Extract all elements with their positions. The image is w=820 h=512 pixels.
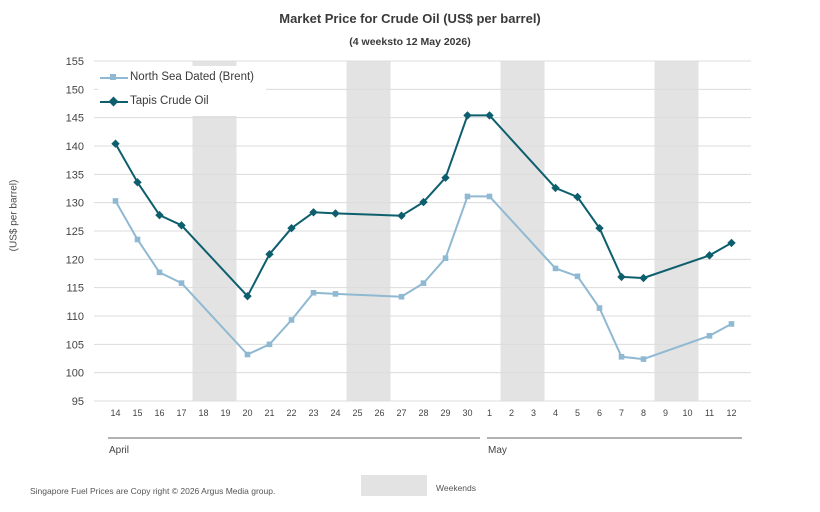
data-point-brent <box>112 198 119 204</box>
data-point-brent <box>552 265 559 272</box>
data-point-tapis <box>177 221 186 230</box>
data-point-brent <box>288 317 295 323</box>
x-tick-label: 20 <box>242 408 252 418</box>
legend-marker-brent <box>110 74 116 80</box>
x-tick-label: 4 <box>553 408 558 418</box>
data-point-brent <box>596 305 603 311</box>
y-tick-label: 115 <box>66 283 84 295</box>
y-tick-label: 95 <box>72 396 84 408</box>
x-tick-label: 24 <box>330 408 340 418</box>
x-tick-label: 29 <box>440 408 450 418</box>
month-label-may: May <box>488 445 507 456</box>
x-tick-label: 23 <box>308 408 318 418</box>
x-tick-label: 3 <box>531 408 536 418</box>
data-point-tapis <box>243 291 252 301</box>
data-point-tapis <box>287 223 296 233</box>
data-point-tapis <box>331 209 340 218</box>
data-point-tapis <box>705 251 714 260</box>
x-tick-label: 27 <box>396 408 406 418</box>
y-tick-label: 140 <box>66 141 84 153</box>
x-tick-label: 11 <box>705 408 714 418</box>
x-tick-label: 15 <box>132 408 142 418</box>
x-tick-label: 26 <box>374 408 384 418</box>
x-tick-label: 21 <box>264 408 274 418</box>
copyright-footer: Singapore Fuel Prices are Copy right © 2… <box>30 486 276 496</box>
data-point-brent <box>706 333 713 339</box>
y-tick-label: 145 <box>66 113 84 125</box>
legend-item-brent: North Sea Dated (Brent) <box>98 69 266 87</box>
x-tick-label: 5 <box>575 408 580 418</box>
data-point-brent <box>156 269 163 276</box>
data-point-tapis <box>639 273 648 283</box>
chart-title: Market Price for Crude Oil (US$ per barr… <box>279 11 541 26</box>
x-tick-label: 10 <box>682 408 692 418</box>
data-point-tapis <box>397 211 406 220</box>
data-point-tapis <box>111 139 120 148</box>
x-tick-label: 14 <box>110 408 120 418</box>
data-point-tapis <box>419 197 428 207</box>
data-point-brent <box>178 280 185 286</box>
x-tick-label: 9 <box>663 408 668 418</box>
x-tick-label: 19 <box>220 408 230 418</box>
data-point-brent <box>244 351 251 358</box>
data-point-tapis <box>155 210 164 220</box>
x-tick-label: 2 <box>509 408 514 418</box>
data-point-tapis <box>309 208 318 217</box>
data-point-tapis <box>485 111 494 120</box>
y-tick-label: 135 <box>66 169 84 181</box>
month-label-april: April <box>109 445 129 456</box>
x-tick-label: 7 <box>619 408 624 418</box>
legend-label-tapis: Tapis Crude Oil <box>130 95 209 107</box>
y-tick-label: 130 <box>66 198 84 210</box>
data-point-brent <box>332 291 339 297</box>
data-point-tapis <box>727 238 736 248</box>
x-tick-label: 22 <box>286 408 296 418</box>
data-point-brent <box>134 236 141 243</box>
x-tick-label: 1 <box>487 408 492 418</box>
x-tick-label: 8 <box>641 408 646 418</box>
y-tick-label: 125 <box>66 226 84 238</box>
x-tick-label: 12 <box>726 408 736 418</box>
y-tick-label: 120 <box>66 254 84 266</box>
data-point-brent <box>420 280 427 286</box>
y-tick-label: 105 <box>66 339 84 351</box>
data-point-tapis <box>573 192 582 202</box>
data-point-tapis <box>595 223 604 233</box>
x-tick-label: 17 <box>176 408 186 418</box>
data-point-tapis <box>265 250 274 259</box>
y-tick-label: 155 <box>66 56 84 68</box>
chart-subtitle: (4 weeksto 12 May 2026) <box>349 36 471 48</box>
data-point-tapis <box>617 272 626 282</box>
legend-marker-tapis <box>108 96 119 107</box>
x-tick-label: 25 <box>352 408 362 418</box>
weekends-legend-swatch <box>361 475 427 496</box>
y-tick-label: 100 <box>66 368 84 380</box>
x-tick-label: 18 <box>198 408 208 418</box>
x-tick-label: 28 <box>418 408 428 418</box>
chart-legend: North Sea Dated (Brent) Tapis Crude Oil <box>98 66 266 116</box>
y-tick-label: 150 <box>66 84 84 96</box>
x-tick-label: 30 <box>462 408 472 418</box>
data-point-tapis <box>133 178 142 187</box>
data-point-tapis <box>441 173 450 182</box>
data-point-brent <box>266 341 273 348</box>
x-tick-label: 16 <box>154 408 164 418</box>
x-tick-label: 6 <box>597 408 602 418</box>
weekends-legend-label: Weekends <box>436 483 477 493</box>
legend-item-tapis: Tapis Crude Oil <box>98 93 266 111</box>
data-point-brent <box>574 273 581 280</box>
data-point-tapis <box>463 111 472 120</box>
data-point-brent <box>310 289 317 296</box>
y-tick-label: 110 <box>66 311 84 323</box>
data-point-brent <box>464 193 471 200</box>
data-point-brent <box>398 293 405 300</box>
legend-label-brent: North Sea Dated (Brent) <box>130 71 255 83</box>
data-point-tapis <box>551 183 560 193</box>
data-point-brent <box>486 193 493 200</box>
data-point-brent <box>728 321 735 327</box>
data-point-brent <box>640 356 647 362</box>
data-point-brent <box>618 354 625 360</box>
data-point-brent <box>442 255 449 261</box>
